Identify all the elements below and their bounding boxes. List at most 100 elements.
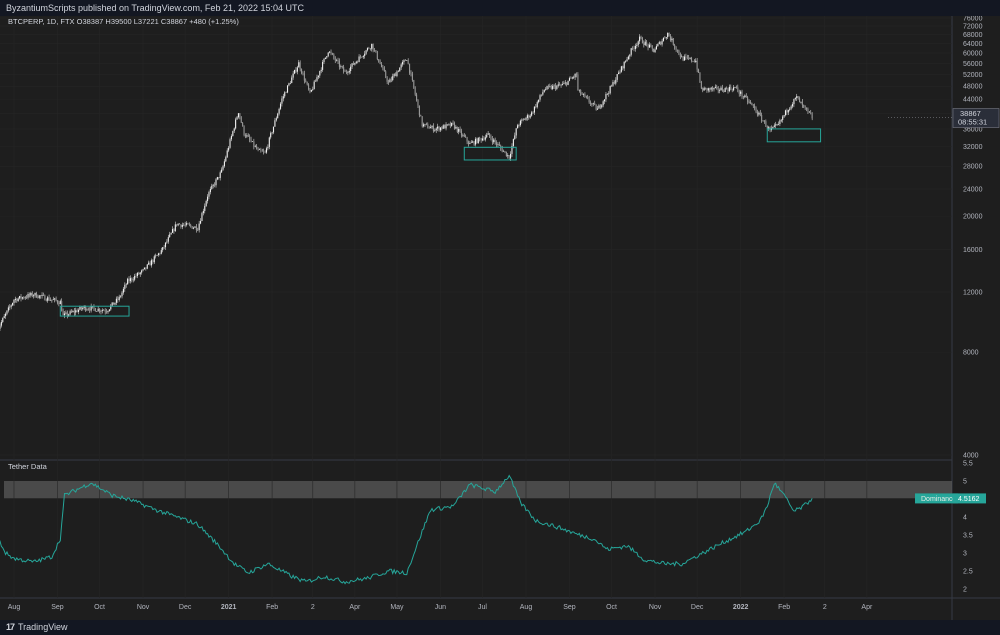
- candle-body: [386, 77, 388, 82]
- candle-body: [129, 278, 131, 282]
- candle-body: [423, 124, 425, 127]
- candle-body: [749, 101, 751, 104]
- candle-body: [568, 78, 571, 81]
- candle-body: [47, 297, 49, 301]
- candle-body: [710, 87, 712, 90]
- time-tick-label: Nov: [137, 604, 150, 611]
- candle-body: [73, 310, 75, 313]
- candle-body: [366, 48, 369, 51]
- candle-body: [359, 56, 362, 58]
- candle-body: [327, 52, 329, 57]
- candle-body: [763, 121, 766, 122]
- candle-body: [676, 49, 679, 51]
- candle-body: [393, 74, 395, 77]
- candle-body: [44, 295, 46, 301]
- candle-body: [421, 116, 423, 127]
- candle-body: [329, 51, 331, 53]
- candle-body: [800, 101, 802, 103]
- candle-body: [783, 115, 785, 117]
- candle-body: [232, 131, 234, 136]
- candle-body: [209, 188, 211, 193]
- candle-body: [740, 91, 742, 94]
- candle-body: [495, 142, 498, 145]
- candle-body: [170, 232, 172, 235]
- candle-body: [613, 82, 615, 84]
- candle-body: [444, 125, 446, 129]
- candle-body: [637, 41, 639, 45]
- candle-body: [101, 310, 103, 312]
- candle-body: [82, 308, 84, 309]
- candle-body: [605, 94, 607, 100]
- candle-body: [409, 63, 411, 73]
- candle-body: [54, 298, 56, 300]
- candle-body: [805, 107, 808, 109]
- candle-body: [402, 62, 404, 65]
- candle-body: [695, 60, 697, 63]
- candle-body: [343, 67, 345, 72]
- candle-body: [772, 126, 774, 129]
- candle-body: [51, 299, 53, 301]
- candle-body: [312, 89, 314, 90]
- candle-body: [55, 298, 57, 301]
- dominance-tick-label: 2: [963, 587, 967, 594]
- candle-body: [644, 41, 646, 46]
- candle-body: [134, 275, 136, 280]
- candle-body: [470, 142, 472, 144]
- candle-body: [336, 59, 338, 61]
- candle-body: [150, 260, 153, 266]
- dominance-band: [4, 481, 952, 499]
- candle-body: [689, 57, 691, 59]
- candle-body: [253, 141, 255, 147]
- candle-body: [35, 292, 37, 298]
- candle-body: [434, 130, 436, 131]
- candle-body: [748, 101, 750, 103]
- candle-body: [181, 224, 183, 227]
- candle-body: [641, 38, 643, 44]
- candle-body: [108, 309, 110, 311]
- candle-body: [585, 96, 587, 97]
- candle-body: [587, 96, 589, 99]
- time-axis[interactable]: Aug Sep Oct Nov Dec 2021 Feb 2 Apr May Jun Jul Aug Se…: [8, 16, 873, 611]
- candle-body: [446, 124, 448, 125]
- candle-body: [226, 150, 228, 158]
- candle-body: [375, 50, 377, 53]
- candle-body: [30, 292, 32, 296]
- candle-body: [350, 66, 352, 72]
- candle-body: [214, 184, 216, 186]
- time-tick-label: Oct: [94, 604, 105, 611]
- candle-body: [622, 66, 624, 69]
- candle-body: [164, 242, 167, 248]
- candle-body: [664, 37, 666, 39]
- candle-body: [515, 128, 517, 136]
- candle-body: [510, 153, 512, 159]
- candle-body: [768, 127, 770, 129]
- candle-body: [609, 85, 611, 94]
- candle-body: [413, 80, 415, 88]
- footer-bar: 17 TradingView: [0, 620, 1000, 635]
- time-tick-label: Oct: [606, 604, 617, 611]
- candle-body: [668, 32, 670, 37]
- candle-body: [59, 301, 61, 305]
- candle-body: [619, 71, 621, 73]
- candle-body: [765, 121, 767, 127]
- candle-body: [693, 61, 695, 63]
- candle-body: [84, 306, 87, 311]
- candle-body: [145, 267, 147, 269]
- candle-body: [737, 87, 739, 92]
- candle-body: [236, 117, 238, 120]
- candle-body: [751, 103, 753, 105]
- chart-canvas[interactable]: 7600072000680006400060000560005200048000…: [0, 16, 1000, 620]
- price-pane[interactable]: [0, 16, 952, 460]
- candle-body: [414, 87, 416, 95]
- candle-body: [373, 50, 376, 51]
- candle-body: [508, 155, 510, 159]
- candle-body: [797, 96, 799, 98]
- candle-body: [0, 322, 2, 326]
- candle-body: [6, 310, 8, 314]
- candle-body: [303, 73, 305, 81]
- candle-body: [679, 54, 681, 58]
- candle-body: [76, 310, 78, 312]
- candle-body: [389, 79, 391, 83]
- candle-body: [602, 101, 604, 106]
